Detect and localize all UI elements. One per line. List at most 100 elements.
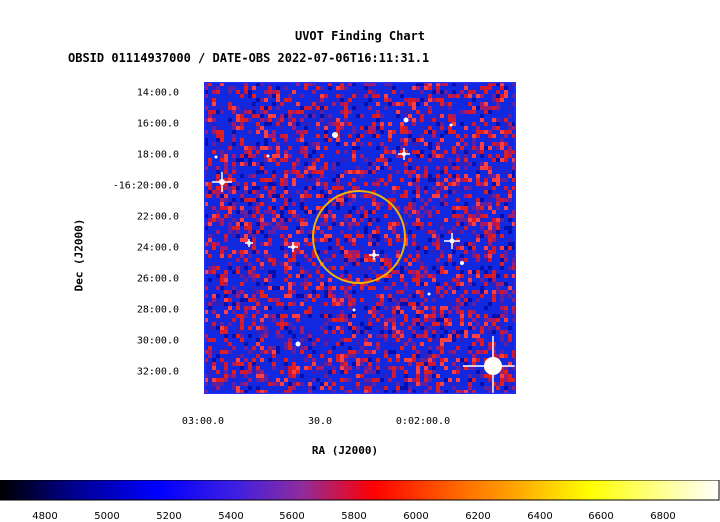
noise-pixel (496, 154, 500, 158)
noise-pixel (244, 162, 248, 166)
noise-pixel (216, 146, 220, 150)
noise-pixel (448, 382, 452, 386)
noise-pixel (240, 382, 244, 386)
noise-pixel (376, 230, 380, 234)
noise-pixel (356, 94, 360, 98)
noise-pixel (364, 214, 368, 218)
noise-pixel (240, 370, 244, 374)
noise-pixel (512, 366, 516, 370)
star (463, 336, 516, 394)
noise-pixel (336, 126, 340, 130)
noise-pixel (488, 86, 492, 90)
noise-pixel (500, 118, 504, 122)
noise-pixel (228, 226, 232, 230)
noise-pixel (496, 174, 500, 178)
noise-pixel (212, 386, 216, 390)
noise-pixel (348, 98, 352, 102)
noise-pixel (504, 330, 508, 334)
noise-pixel (340, 358, 344, 362)
noise-pixel (296, 82, 300, 86)
noise-pixel (244, 346, 248, 350)
noise-pixel (208, 350, 212, 354)
noise-pixel (332, 162, 336, 166)
noise-pixel (204, 194, 208, 198)
noise-pixel (416, 118, 420, 122)
star-field (212, 117, 516, 394)
noise-pixel (444, 102, 448, 106)
noise-pixel (448, 106, 452, 110)
noise-pixel (488, 378, 492, 382)
noise-pixel (204, 94, 208, 98)
noise-pixel (256, 154, 260, 158)
noise-pixel (464, 206, 468, 210)
noise-pixel (332, 166, 336, 170)
noise-pixel (212, 246, 216, 250)
noise-pixel (440, 202, 444, 206)
noise-pixel (460, 206, 464, 210)
noise-pixel (428, 362, 432, 366)
noise-pixel (244, 278, 248, 282)
noise-pixel (416, 318, 420, 322)
source-region-circle (312, 190, 406, 284)
noise-pixel (396, 302, 400, 306)
noise-pixel (384, 190, 388, 194)
noise-pixel (416, 186, 420, 190)
noise-pixel (420, 138, 424, 142)
colorbar-tick-label: 5000 (94, 511, 120, 522)
noise-pixel (364, 282, 368, 286)
noise-pixel (272, 90, 276, 94)
noise-pixel (220, 198, 224, 202)
noise-pixel (472, 146, 476, 150)
noise-pixel (420, 186, 424, 190)
noise-pixel (268, 242, 272, 246)
noise-pixel (260, 350, 264, 354)
noise-pixel (460, 366, 464, 370)
noise-pixel (264, 154, 268, 158)
noise-pixel (212, 234, 216, 238)
noise-pixel (276, 118, 280, 122)
noise-pixel (268, 278, 272, 282)
y-tick-label: 28:00.0 (136, 304, 179, 316)
noise-pixel (348, 234, 352, 238)
star (460, 261, 464, 265)
noise-pixel (344, 114, 348, 118)
noise-pixel (284, 182, 288, 186)
noise-pixel (376, 114, 380, 118)
noise-pixel (320, 190, 324, 194)
noise-pixel (476, 358, 480, 362)
noise-pixel (340, 266, 344, 270)
noise-pixel (496, 146, 500, 150)
noise-pixel (396, 270, 400, 274)
noise-pixel (348, 134, 352, 138)
noise-pixel (360, 330, 364, 334)
noise-pixel (412, 330, 416, 334)
noise-pixel (416, 302, 420, 306)
noise-pixel (216, 174, 220, 178)
noise-pixel (224, 170, 228, 174)
noise-pixel (252, 242, 256, 246)
noise-pixel (328, 238, 332, 242)
noise-pixel (248, 150, 252, 154)
noise-pixel (412, 242, 416, 246)
noise-pixel (348, 250, 352, 254)
noise-pixel (232, 362, 236, 366)
noise-pixel (348, 306, 352, 310)
noise-pixel (280, 210, 284, 214)
noise-pixel (324, 206, 328, 210)
noise-pixel (320, 278, 324, 282)
noise-pixel (480, 202, 484, 206)
noise-pixel (424, 82, 428, 86)
noise-pixel (272, 230, 276, 234)
noise-pixel (436, 186, 440, 190)
noise-pixel (504, 198, 508, 202)
noise-pixel (476, 94, 480, 98)
noise-pixel (472, 110, 476, 114)
noise-pixel (416, 102, 420, 106)
noise-pixel (260, 178, 264, 182)
noise-pixel (428, 82, 432, 86)
noise-pixel (276, 142, 280, 146)
noise-pixel (260, 242, 264, 246)
noise-pixel (204, 382, 208, 386)
noise-pixel (376, 294, 380, 298)
noise-pixel (316, 122, 320, 126)
